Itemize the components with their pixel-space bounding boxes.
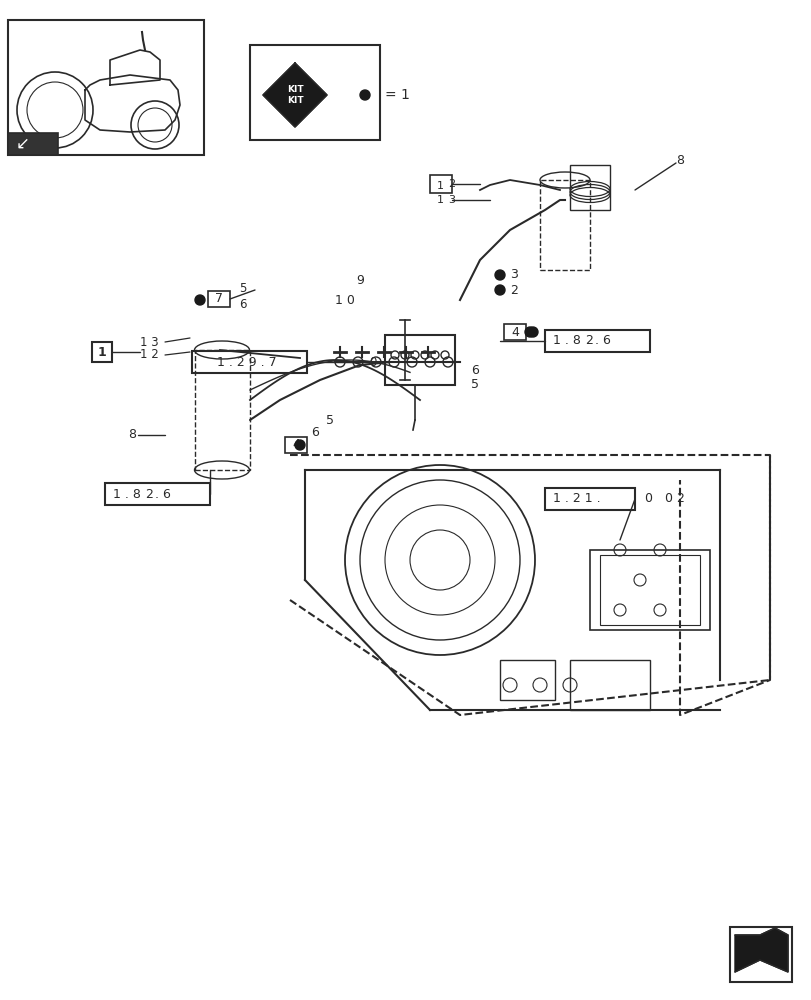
Bar (590, 550, 709, 630)
Text: 9: 9 (356, 273, 363, 286)
Bar (544, 330, 649, 352)
Text: 1 . 2 9 . 7: 1 . 2 9 . 7 (217, 356, 277, 368)
Bar (500, 660, 554, 700)
Text: 4: 4 (510, 326, 518, 338)
Text: . 6: . 6 (594, 334, 610, 348)
Circle shape (527, 327, 538, 337)
Text: 1 0: 1 0 (335, 294, 354, 306)
Text: ↙: ↙ (16, 135, 30, 153)
Bar (599, 555, 699, 625)
Bar (569, 660, 649, 710)
Bar (191, 351, 307, 373)
Text: 5: 5 (470, 378, 478, 391)
Polygon shape (263, 63, 327, 127)
Text: 1 . 2 1 .: 1 . 2 1 . (552, 492, 600, 506)
Text: 1: 1 (436, 181, 444, 191)
Text: 6: 6 (311, 426, 319, 440)
Bar (105, 483, 210, 505)
Text: 1: 1 (97, 346, 106, 359)
Circle shape (294, 440, 305, 450)
Text: 0: 0 (368, 356, 376, 368)
Polygon shape (734, 928, 787, 972)
Text: 1 2: 1 2 (139, 349, 159, 361)
Text: 1: 1 (436, 195, 444, 205)
Text: . 6: . 6 (155, 488, 170, 500)
Text: 8: 8 (128, 428, 135, 442)
Text: 2: 2 (145, 488, 152, 500)
Bar (729, 927, 791, 982)
Text: 2: 2 (584, 334, 592, 348)
Text: 6: 6 (470, 363, 478, 376)
Text: 2: 2 (448, 179, 454, 189)
Text: = 1: = 1 (384, 88, 410, 102)
Bar (384, 335, 454, 385)
Bar (8, 20, 204, 155)
Bar (430, 175, 452, 193)
Bar (195, 350, 250, 470)
Text: 1 3: 1 3 (139, 336, 158, 349)
Circle shape (495, 285, 504, 295)
Bar (250, 45, 380, 140)
Text: 0   0 2: 0 0 2 (644, 492, 684, 506)
Circle shape (525, 327, 534, 337)
Bar (504, 324, 526, 340)
Text: 8: 8 (676, 154, 683, 167)
Circle shape (495, 270, 504, 280)
Text: 1 . 8: 1 . 8 (552, 334, 580, 348)
Text: 7: 7 (215, 292, 223, 306)
Text: 5: 5 (239, 282, 247, 294)
Circle shape (359, 90, 370, 100)
Bar (569, 165, 609, 210)
Text: 5: 5 (325, 414, 333, 426)
Bar (539, 180, 590, 270)
Text: 4: 4 (292, 438, 299, 452)
Bar (208, 291, 230, 307)
Text: 2: 2 (509, 284, 517, 296)
Bar (544, 488, 634, 510)
Text: 1 . 8: 1 . 8 (113, 488, 140, 500)
Bar (285, 437, 307, 453)
Text: 3: 3 (509, 268, 517, 282)
Bar (8, 133, 58, 155)
Text: KIT
KIT: KIT KIT (286, 85, 303, 105)
Text: 3: 3 (448, 195, 454, 205)
Bar (92, 342, 112, 362)
Circle shape (195, 295, 204, 305)
Text: 6: 6 (239, 298, 247, 312)
